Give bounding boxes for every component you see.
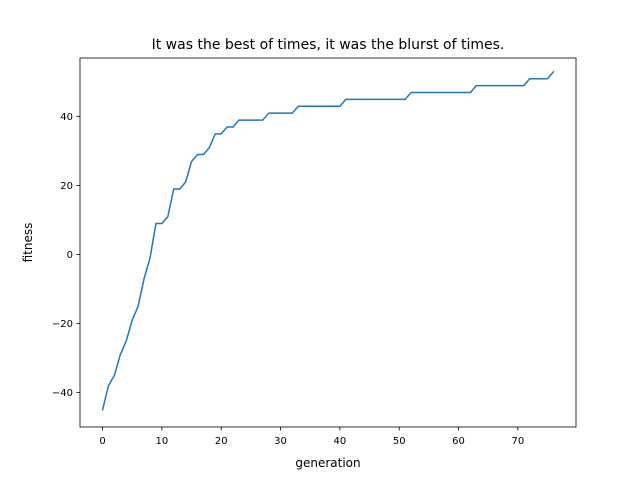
x-axis-label: generation [295, 456, 360, 470]
x-tick-label: 10 [156, 436, 169, 447]
y-tick-label: 20 [60, 181, 73, 192]
x-tick-label: 30 [274, 436, 287, 447]
plot-area [79, 57, 577, 428]
x-axis: 0 10 20 30 40 50 60 70 [99, 427, 524, 447]
x-tick-label: 0 [99, 436, 105, 447]
x-tick-label: 40 [333, 436, 346, 447]
x-tick-label: 60 [452, 436, 465, 447]
x-tick-label: 50 [393, 436, 406, 447]
y-axis-label: fitness [21, 223, 35, 263]
axes-frame [79, 57, 577, 428]
y-tick-label: 40 [60, 112, 73, 123]
y-tick-label: −40 [52, 388, 73, 399]
fitness-series-line [101, 70, 555, 411]
chart-title: It was the best of times, it was the blu… [152, 37, 505, 53]
y-tick-label: 0 [67, 250, 73, 261]
y-axis: −40 −20 0 20 40 [52, 112, 80, 399]
y-tick-label: −20 [52, 319, 73, 330]
x-tick-label: 20 [215, 436, 228, 447]
x-tick-label: 70 [511, 436, 524, 447]
